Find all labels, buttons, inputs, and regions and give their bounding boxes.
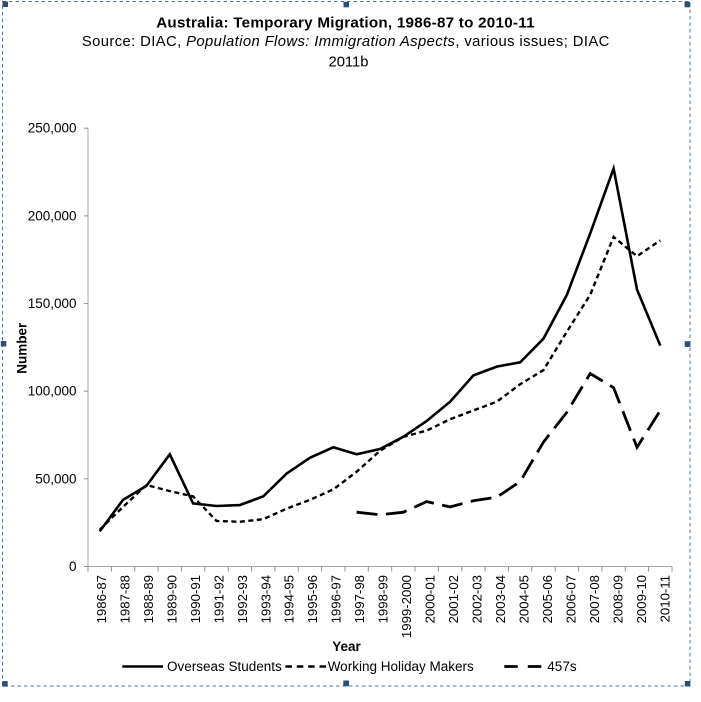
svg-text:2000-01: 2000-01 <box>423 575 438 623</box>
svg-text:0: 0 <box>69 559 77 574</box>
svg-text:Year: Year <box>332 639 361 654</box>
svg-text:200,000: 200,000 <box>28 208 77 223</box>
svg-text:2004-05: 2004-05 <box>517 575 532 623</box>
svg-text:457s: 457s <box>547 659 577 674</box>
svg-text:1997-98: 1997-98 <box>352 575 367 623</box>
svg-text:1994-95: 1994-95 <box>282 575 297 623</box>
svg-text:2003-04: 2003-04 <box>493 575 508 623</box>
svg-text:100,000: 100,000 <box>28 384 77 399</box>
svg-text:2002-03: 2002-03 <box>470 575 485 623</box>
svg-text:1989-90: 1989-90 <box>164 575 179 623</box>
svg-text:2001-02: 2001-02 <box>446 575 461 623</box>
svg-text:250,000: 250,000 <box>28 121 77 136</box>
svg-text:2008-09: 2008-09 <box>610 575 625 623</box>
svg-text:2005-06: 2005-06 <box>540 575 555 623</box>
svg-text:1988-89: 1988-89 <box>141 575 156 623</box>
svg-text:1993-94: 1993-94 <box>258 575 273 623</box>
svg-text:Overseas Students: Overseas Students <box>167 659 282 674</box>
svg-text:1991-92: 1991-92 <box>211 575 226 623</box>
svg-text:2011b: 2011b <box>328 55 368 71</box>
svg-text:Working Holiday Makers: Working Holiday Makers <box>328 659 474 674</box>
svg-text:150,000: 150,000 <box>28 296 77 311</box>
svg-text:1990-91: 1990-91 <box>188 575 203 623</box>
svg-text:1987-88: 1987-88 <box>117 575 132 623</box>
svg-text:1999-2000: 1999-2000 <box>399 575 414 638</box>
svg-text:1992-93: 1992-93 <box>235 575 250 623</box>
svg-text:2006-07: 2006-07 <box>563 575 578 623</box>
svg-text:2009-10: 2009-10 <box>634 575 649 623</box>
svg-text:Australia: Temporary Migration: Australia: Temporary Migration, 1986-87 … <box>156 15 535 32</box>
svg-text:1996-97: 1996-97 <box>329 575 344 623</box>
svg-text:1986-87: 1986-87 <box>94 575 109 623</box>
svg-text:50,000: 50,000 <box>35 471 76 486</box>
svg-text:2010-11: 2010-11 <box>657 575 672 622</box>
svg-text:2007-08: 2007-08 <box>587 575 602 623</box>
svg-text:1998-99: 1998-99 <box>376 575 391 623</box>
svg-text:1995-96: 1995-96 <box>305 575 320 623</box>
svg-text:Source: DIAC, Population Flows: Source: DIAC, Population Flows: Immigrat… <box>82 34 610 50</box>
svg-text:Number: Number <box>15 322 30 374</box>
